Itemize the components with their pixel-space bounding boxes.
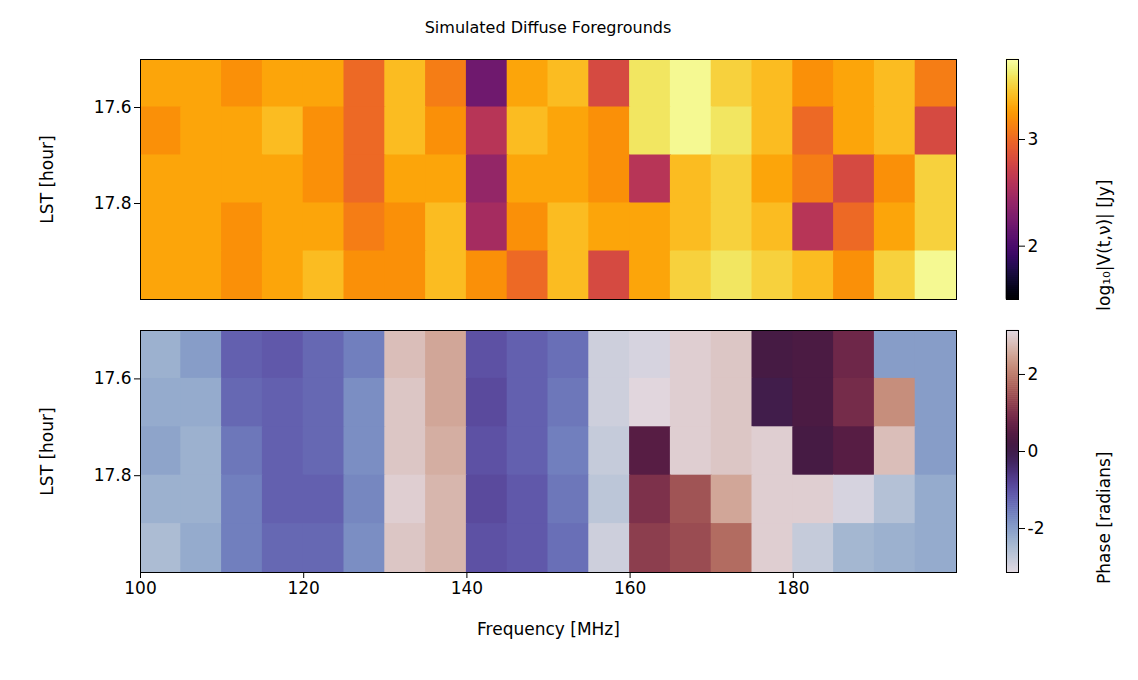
svg-text:LST [hour]: LST [hour] bbox=[37, 407, 57, 495]
svg-text:160: 160 bbox=[614, 578, 646, 598]
svg-text:17.8: 17.8 bbox=[94, 465, 132, 485]
svg-text:0: 0 bbox=[1028, 441, 1039, 461]
svg-text:2: 2 bbox=[1028, 236, 1039, 256]
svg-text:Frequency [MHz]: Frequency [MHz] bbox=[477, 619, 620, 639]
svg-text:2: 2 bbox=[1028, 364, 1039, 384]
svg-text:17.6: 17.6 bbox=[94, 97, 132, 117]
html-text:Simulated Diffuse Foregrounds: Simulated Diffuse Foregrounds bbox=[424, 18, 672, 37]
svg-text:180: 180 bbox=[777, 578, 809, 598]
svg-text:17.6: 17.6 bbox=[94, 368, 132, 388]
svg-text:100: 100 bbox=[124, 578, 156, 598]
svg-text:120: 120 bbox=[287, 578, 319, 598]
svg-text:17.8: 17.8 bbox=[94, 193, 132, 213]
svg-text:3: 3 bbox=[1028, 129, 1039, 149]
svg-text:140: 140 bbox=[451, 578, 483, 598]
svg-text:log₁₀|V(t,ν)| [Jy]: log₁₀|V(t,ν)| [Jy] bbox=[1094, 180, 1114, 311]
svg-text:Phase [radians]: Phase [radians] bbox=[1094, 452, 1114, 584]
svg-text:-2: -2 bbox=[1028, 518, 1045, 538]
svg-text:LST [hour]: LST [hour] bbox=[37, 135, 57, 223]
